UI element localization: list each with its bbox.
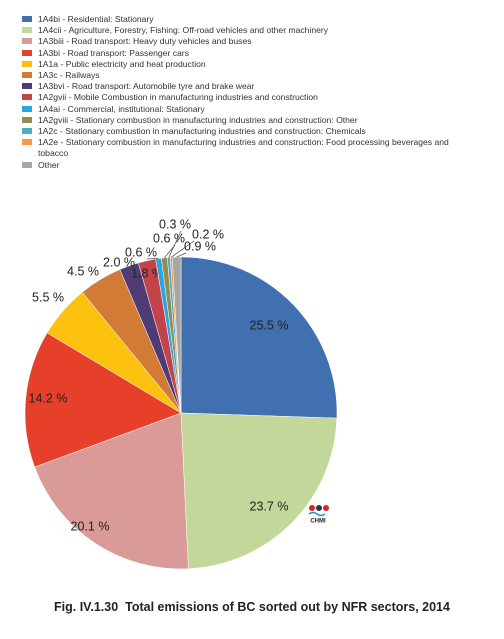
legend-item: 1A3bvi - Road transport: Automobile tyre… [22,81,462,92]
pie-slice [171,256,182,414]
legend-label: 1A1a - Public electricity and heat produ… [38,58,206,69]
data-label: 0.6 % [125,245,157,259]
legend-swatch [22,72,32,79]
legend-label: 1A3bvi - Road transport: Automobile tyre… [38,81,255,92]
data-label: 0.6 % [153,231,185,245]
legend-swatch [22,94,32,101]
legend-label: 1A3bi - Road transport: Passenger cars [38,47,189,58]
data-label: 23.7 % [250,499,289,513]
legend-item: 1A4cii - Agriculture, Forestry, Fishing:… [22,25,462,36]
legend-item: 1A3biii - Road transport: Heavy duty veh… [22,36,462,47]
data-label: 4.5 % [67,264,99,278]
pie-slice [34,412,189,570]
legend-label: 1A2gviii - Stationary combustion in manu… [38,114,358,125]
leader-line [176,252,187,258]
legend-item: 1A3bi - Road transport: Passenger cars [22,48,462,59]
leader-line [168,230,182,258]
data-label: 0.9 % [184,239,216,253]
legend-item: 1A2gviii - Stationary combustion in manu… [22,115,462,126]
pie-slice [24,332,182,468]
data-label: 0.2 % [192,227,224,241]
logo-text: CHMI [310,519,326,525]
legend-label: 1A2e - Stationary combustion in manufact… [38,137,449,159]
legend-item: Other [22,160,462,171]
chart: CHMI 25.5 % 23.7 % 20.1 % 14.2 % 5.5 %4.5 % 2… [24,217,338,570]
pie-slice [180,256,338,419]
data-label: 2.0 % [103,255,135,269]
legend-item: 1A1a - Public electricity and heat produ… [22,59,462,70]
chart-title: Fig. IV.1.30 Total emissions of BC sorte… [54,600,450,614]
data-label: 5.5 % [32,290,64,304]
legend-item: 1A2c - Stationary combustion in manufact… [22,126,462,137]
legend-label: 1A2gvii - Mobile Combustion in manufactu… [38,92,318,103]
data-label: 1.8 % [131,266,163,280]
leader-line [170,240,195,258]
legend-label: Other [38,159,60,170]
legend-swatch [22,38,32,45]
legend-label: 1A2c - Stationary combustion in manufact… [38,126,366,137]
legend-swatch [22,105,32,112]
legend-label: 1A4ai - Commercial, institutional: Stati… [38,103,205,114]
legend-item: 1A2e - Stationary combustion in manufact… [22,137,462,159]
data-label: 14.2 % [29,391,68,405]
legend-swatch [22,49,32,56]
data-label: 0.3 % [159,217,191,231]
legend-swatch [22,139,32,146]
legend-swatch [22,161,32,168]
data-label: 25.5 % [250,318,289,332]
legend-swatch [22,27,32,34]
legend-item: 1A3c - Railways [22,70,462,81]
legend-label: 1A3c - Railways [38,70,100,81]
legend-item: 1A4bi - Residential: Stationary [22,14,462,25]
legend-label: 1A4cii - Agriculture, Forestry, Fishing:… [38,25,329,36]
legend-item: 1A4ai - Commercial, institutional: Stati… [22,104,462,115]
legend-swatch [22,16,32,22]
legend-swatch [22,60,32,67]
legend-swatch [22,128,32,135]
legend-label: 1A4bi - Residential: Stationary [38,14,154,24]
legend-label: 1A3biii - Road transport: Heavy duty veh… [38,36,252,47]
legend-swatch [22,83,32,90]
pie-slice [180,412,338,570]
legend: 1A4bi - Residential: Stationary 1A4cii - … [22,14,462,171]
legend-item: 1A2gvii - Mobile Combustion in manufactu… [22,92,462,103]
logo: CHMI [308,505,329,525]
data-label: 20.1 % [71,519,110,533]
legend-swatch [22,116,32,123]
